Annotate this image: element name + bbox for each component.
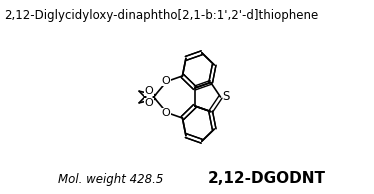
Text: S: S <box>223 89 230 102</box>
Text: Mol. weight 428.5: Mol. weight 428.5 <box>58 173 164 186</box>
Text: O: O <box>161 108 170 119</box>
Text: 2,12-Diglycidyloxy-dinaphtho[2,1-b:1',2'-d]thiophene: 2,12-Diglycidyloxy-dinaphtho[2,1-b:1',2'… <box>4 9 318 22</box>
Text: O: O <box>161 75 170 86</box>
Text: O: O <box>145 98 154 108</box>
Text: 2,12-DGODNT: 2,12-DGODNT <box>208 171 326 186</box>
Text: O: O <box>145 86 154 96</box>
